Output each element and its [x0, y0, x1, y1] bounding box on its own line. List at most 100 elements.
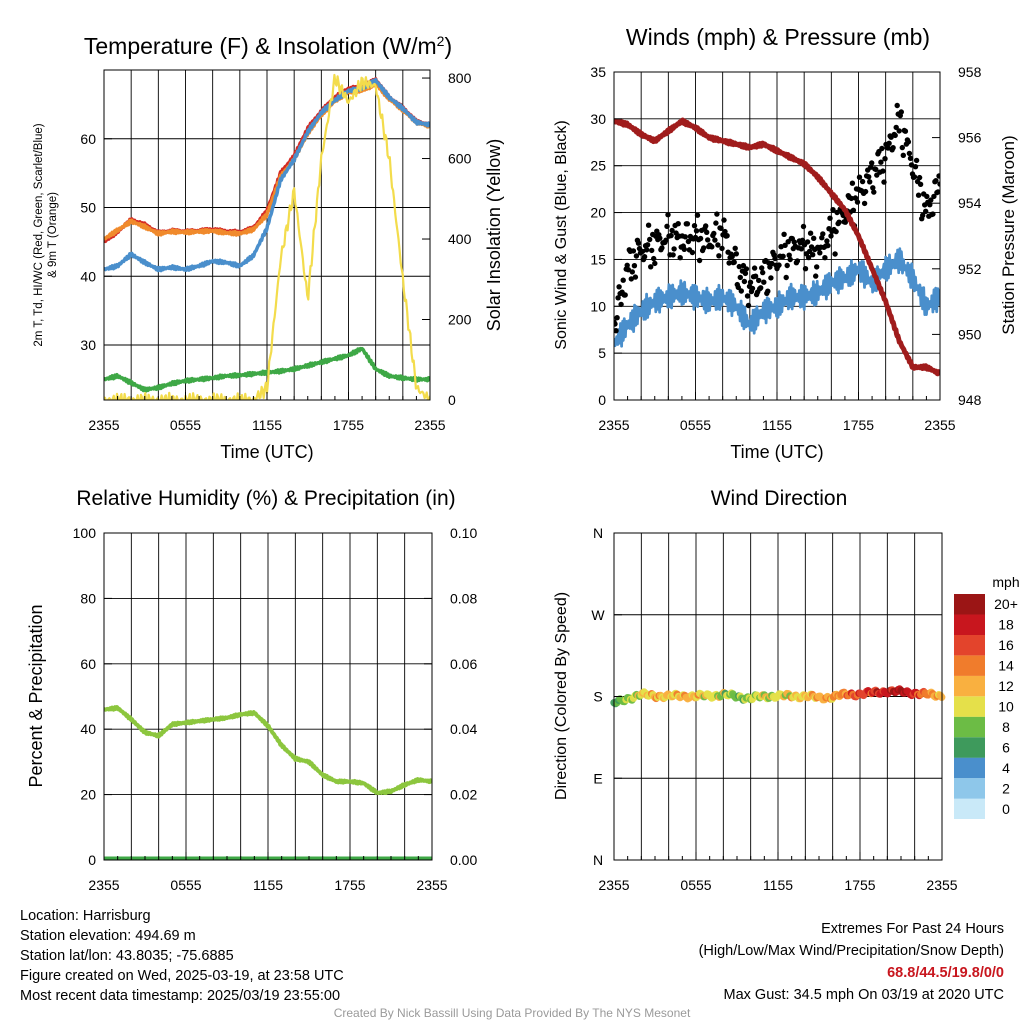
y2-tick-label: 0.06: [450, 656, 477, 672]
gust-point: [827, 215, 833, 221]
colorbar-cell: [954, 757, 985, 779]
gust-point: [802, 266, 809, 272]
gust-point: [711, 230, 717, 237]
x-tick-label: 2355: [414, 417, 445, 433]
gust-point: [630, 248, 637, 254]
gust-point: [742, 270, 749, 277]
gust-point: [691, 223, 698, 229]
gust-point: [928, 197, 934, 203]
gust-point: [791, 239, 797, 245]
gust-point: [859, 178, 866, 185]
gust-point: [782, 242, 788, 248]
gust-point: [856, 174, 863, 180]
y2-tick-label: 956: [958, 130, 982, 146]
y-tick-label: 20: [80, 787, 96, 803]
gust-point: [632, 274, 639, 280]
sonic-wind-line: [614, 247, 940, 348]
credit-line: Created By Nick Bassill Using Data Provi…: [333, 1006, 691, 1020]
temperature-y-axis-label-line1: 2m T, Td, HI/WC (Red, Green, Scarlet/Blu…: [33, 123, 45, 346]
gust-point: [927, 202, 933, 208]
gust-point: [906, 150, 913, 157]
gust-point: [924, 193, 930, 200]
gust-point: [915, 192, 922, 198]
gust-point: [933, 178, 939, 184]
gust-point: [633, 253, 640, 259]
gust-point: [729, 253, 735, 260]
gust-point: [905, 139, 912, 145]
colorbar-label: 0: [1002, 801, 1010, 817]
latlon-text: Station lat/lon: 43.8035; -75.6885: [20, 948, 234, 964]
gust-point: [743, 266, 750, 272]
gust-point: [781, 231, 787, 237]
gust-point: [869, 160, 875, 166]
y2-tick-label: 0.02: [450, 787, 477, 803]
y2-tick-label: 400: [448, 231, 472, 247]
gust-point: [622, 292, 628, 298]
location-text: Location: Harrisburg: [20, 908, 151, 924]
gust-point: [614, 315, 620, 321]
gust-point: [616, 284, 622, 290]
gust-point: [873, 166, 879, 173]
gust-point: [900, 152, 906, 158]
gust-point: [912, 164, 919, 170]
gust-point: [643, 247, 650, 253]
colorbar-cell: [954, 778, 985, 799]
y2-tick-label: 0: [448, 392, 456, 408]
colorbar-cell: [954, 696, 985, 717]
gust-point: [786, 252, 792, 258]
gust-point: [765, 288, 771, 294]
y2-tick-label: 948: [958, 392, 982, 408]
gust-point: [899, 144, 905, 151]
gust-point: [738, 288, 744, 294]
gust-point: [747, 279, 754, 285]
extremes-values: 68.8/44.5/19.8/0/0: [887, 965, 1004, 981]
gust-point: [879, 145, 885, 152]
gust-point: [741, 278, 748, 285]
y2-tick-label: 954: [958, 195, 982, 211]
gust-point: [923, 208, 929, 214]
gust-point: [675, 221, 681, 227]
extremes-block: Extremes For Past 24 Hours (High/Low/Max…: [699, 918, 1004, 1006]
colorbar-label: 16: [998, 637, 1014, 653]
y-tick-label: 0: [598, 392, 606, 408]
gust-point: [726, 260, 732, 266]
gust-point: [693, 228, 700, 234]
series-group: [104, 705, 432, 860]
gust-point: [937, 181, 940, 187]
gust-point: [920, 212, 926, 218]
gust-point: [811, 235, 817, 241]
gust-point: [822, 255, 828, 261]
y-tick-label: 50: [80, 200, 96, 216]
gust-point: [614, 321, 618, 327]
winds-panel: Winds (mph) & Pressure (mb) 2355 0555 1155…: [553, 24, 1018, 462]
gust-point: [721, 217, 727, 223]
x-tick-label: 1155: [253, 877, 283, 893]
gust-point: [731, 259, 737, 265]
gust-point: [652, 260, 658, 267]
gust-point: [833, 228, 839, 235]
colorbar-label: 20+: [994, 596, 1018, 612]
gust-point: [881, 179, 887, 185]
colorbar-label: 10: [998, 699, 1014, 715]
gust-point: [749, 285, 756, 292]
temperature-y-axis-label-line2: & 9m T (Orange): [47, 192, 59, 278]
humidity-panel: Relative Humidity (%) & Precipitation (i…: [26, 487, 477, 893]
wind-direction-chart-title: Wind Direction: [711, 487, 848, 510]
gust-point: [751, 265, 758, 271]
gust-point: [684, 221, 691, 227]
gust-point: [714, 211, 720, 217]
humidity-chart-title: Relative Humidity (%) & Precipitation (i…: [76, 487, 455, 510]
colorbar-cell: [954, 716, 985, 738]
x-tick-label: 0555: [680, 877, 711, 893]
gust-point: [894, 102, 900, 109]
gust-point: [624, 262, 630, 268]
y2-tick-label: 0.08: [450, 590, 477, 606]
gust-point: [644, 242, 651, 248]
gust-point: [703, 223, 709, 229]
gust-point: [898, 109, 904, 115]
gust-point: [783, 274, 789, 281]
hi-wc-line: [104, 77, 430, 273]
y-tick-label: 20: [590, 205, 606, 221]
y-tick-label: E: [593, 770, 602, 786]
